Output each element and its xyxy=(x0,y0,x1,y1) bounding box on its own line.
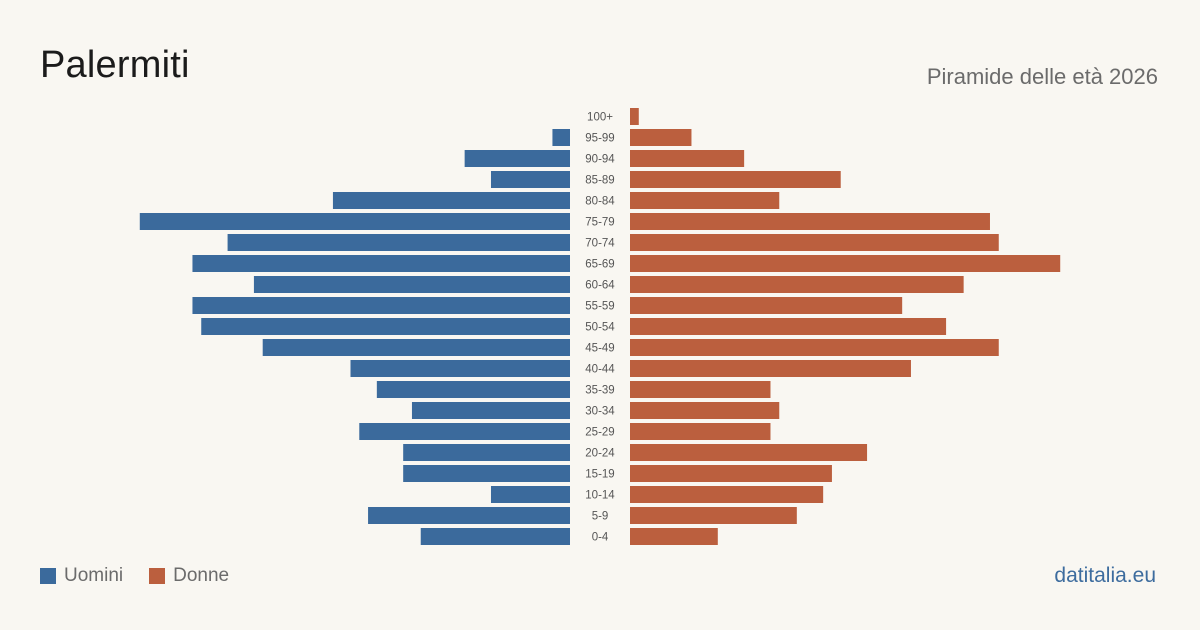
age-label-85-89: 85-89 xyxy=(585,175,614,187)
age-label-0-4: 0-4 xyxy=(592,532,609,544)
age-label-20-24: 20-24 xyxy=(585,448,615,460)
bar-men-90-94 xyxy=(464,150,570,167)
bar-women-10-14 xyxy=(630,486,824,503)
bar-women-25-29 xyxy=(630,423,771,440)
bar-women-45-49 xyxy=(630,339,999,356)
bar-women-0-4 xyxy=(630,528,718,545)
bar-men-30-34 xyxy=(411,402,570,419)
bar-women-30-34 xyxy=(630,402,780,419)
age-label-10-14: 10-14 xyxy=(585,490,615,502)
bar-men-5-9 xyxy=(368,507,570,524)
age-label-45-49: 45-49 xyxy=(585,343,614,355)
bar-men-25-29 xyxy=(359,423,570,440)
bar-women-40-44 xyxy=(630,360,911,377)
bar-men-20-24 xyxy=(403,444,570,461)
age-label-80-84: 80-84 xyxy=(585,196,615,208)
bar-women-55-59 xyxy=(630,297,903,314)
bar-men-10-14 xyxy=(490,486,570,503)
age-label-75-79: 75-79 xyxy=(585,217,614,229)
bar-women-5-9 xyxy=(630,507,797,524)
bar-men-45-49 xyxy=(262,339,570,356)
age-label-30-34: 30-34 xyxy=(585,406,615,418)
legend-item-men: Uomini xyxy=(40,565,123,587)
bar-women-35-39 xyxy=(630,381,771,398)
bar-men-40-44 xyxy=(350,360,570,377)
legend-swatch-men xyxy=(40,568,56,584)
legend-item-women: Donne xyxy=(149,565,229,587)
bar-men-55-59 xyxy=(192,297,570,314)
bar-women-95-99 xyxy=(630,129,692,146)
age-label-25-29: 25-29 xyxy=(585,427,614,439)
bar-men-65-69 xyxy=(192,255,570,272)
bar-women-50-54 xyxy=(630,318,947,335)
age-label-95-99: 95-99 xyxy=(585,133,614,145)
bar-men-15-19 xyxy=(403,465,570,482)
age-label-65-69: 65-69 xyxy=(585,259,614,271)
age-label-60-64: 60-64 xyxy=(585,280,615,292)
bar-men-0-4 xyxy=(420,528,570,545)
age-label-15-19: 15-19 xyxy=(585,469,614,481)
age-label-70-74: 70-74 xyxy=(585,238,615,250)
bar-women-75-79 xyxy=(630,213,990,230)
legend-label-women: Donne xyxy=(173,565,230,586)
bar-women-70-74 xyxy=(630,234,999,251)
bar-women-60-64 xyxy=(630,276,964,293)
bar-men-60-64 xyxy=(253,276,571,293)
bar-women-15-19 xyxy=(630,465,832,482)
legend-label-men: Uomini xyxy=(64,565,124,586)
bar-men-70-74 xyxy=(227,234,570,251)
bar-men-85-89 xyxy=(490,171,570,188)
source-link[interactable]: datitalia.eu xyxy=(1054,564,1156,587)
age-label-35-39: 35-39 xyxy=(585,385,614,397)
age-label-100+: 100+ xyxy=(587,112,613,124)
age-label-50-54: 50-54 xyxy=(585,322,615,334)
bar-women-85-89 xyxy=(630,171,841,188)
bar-men-75-79 xyxy=(139,213,570,230)
legend: Uomini Donne xyxy=(40,565,255,587)
bar-men-50-54 xyxy=(201,318,571,335)
bar-men-80-84 xyxy=(332,192,570,209)
bar-women-80-84 xyxy=(630,192,780,209)
bar-men-95-99 xyxy=(552,129,570,146)
age-label-40-44: 40-44 xyxy=(585,364,615,376)
age-label-55-59: 55-59 xyxy=(585,301,614,313)
bar-women-65-69 xyxy=(630,255,1061,272)
bar-men-35-39 xyxy=(376,381,570,398)
legend-swatch-women xyxy=(149,568,166,584)
bar-women-100+ xyxy=(630,108,639,125)
chart-subtitle: Piramide delle età 2026 xyxy=(926,64,1158,89)
bar-women-90-94 xyxy=(630,150,745,167)
bar-women-20-24 xyxy=(630,444,868,461)
age-label-90-94: 90-94 xyxy=(585,154,615,166)
age-label-5-9: 5-9 xyxy=(592,511,609,523)
chart-title: Palermiti xyxy=(40,44,190,86)
